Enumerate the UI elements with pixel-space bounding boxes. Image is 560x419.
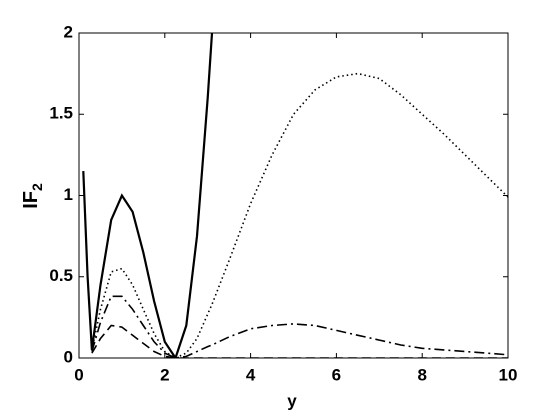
series-line — [82, 33, 214, 358]
y-label-sub: 2 — [29, 183, 45, 191]
x-tick-label: 2 — [160, 365, 169, 384]
axes-box — [78, 32, 509, 359]
x-tick-label: 0 — [74, 365, 83, 384]
y-label-text: IF2 — [20, 183, 44, 209]
y-tick-label: 1 — [64, 185, 73, 204]
y-tick-label: 2 — [64, 22, 73, 41]
series-line — [91, 295, 508, 358]
x-tick-label: 10 — [499, 365, 518, 384]
plot-area — [79, 33, 508, 358]
x-tick-label: 6 — [332, 365, 341, 384]
x-tick-label: 4 — [246, 365, 256, 384]
y-tick-label: 0.5 — [49, 266, 73, 285]
y-tick-label: 0 — [64, 347, 73, 366]
x-axis-label: y — [287, 391, 297, 410]
x-tick-label: 8 — [417, 365, 426, 384]
y-tick-label: 1.5 — [49, 104, 73, 123]
series-line — [91, 324, 508, 358]
y-label-main: IF — [20, 191, 42, 209]
y-axis-label: IF2 — [20, 183, 44, 209]
